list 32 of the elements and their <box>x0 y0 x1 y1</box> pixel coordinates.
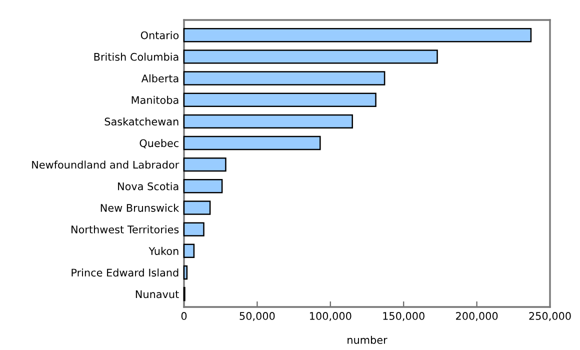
bar <box>183 265 188 280</box>
y-tick-label: Prince Edward Island <box>72 268 178 277</box>
bar <box>183 92 376 107</box>
y-tick-label: Northwest Territories <box>72 225 179 234</box>
bar <box>183 222 204 236</box>
x-tick-label: 200,000 <box>456 312 498 321</box>
bar <box>183 50 438 64</box>
bar <box>183 179 223 194</box>
bar <box>183 200 211 215</box>
y-tick-label: Nunavut <box>136 290 179 298</box>
y-tick-label: Yukon <box>148 246 178 255</box>
bar <box>183 157 226 172</box>
y-tick-label: British Columbia <box>94 52 178 61</box>
x-tick-label: 150,000 <box>383 312 424 321</box>
y-tick-label: Saskatchewan <box>104 117 178 126</box>
y-tick-label: Manitoba <box>132 96 178 104</box>
x-tick-label: 250,000 <box>529 312 571 321</box>
y-tick-label: Ontario <box>140 31 179 40</box>
bar <box>183 28 532 42</box>
bar <box>183 114 353 129</box>
bar <box>183 136 321 150</box>
x-tick-label: 100,000 <box>310 312 352 321</box>
bar <box>183 244 195 258</box>
y-tick-label: Alberta <box>141 74 178 82</box>
y-tick-label: Newfoundland and Labrador <box>32 160 180 169</box>
bar <box>183 71 386 86</box>
x-axis-title: number <box>348 336 388 344</box>
y-tick-label: New Brunswick <box>100 204 180 212</box>
x-tick-label: 0 <box>181 312 187 320</box>
x-tick-label: 50,000 <box>240 312 275 321</box>
y-tick-label: Quebec <box>140 139 178 148</box>
y-tick-label: Nova Scotia <box>118 182 178 190</box>
